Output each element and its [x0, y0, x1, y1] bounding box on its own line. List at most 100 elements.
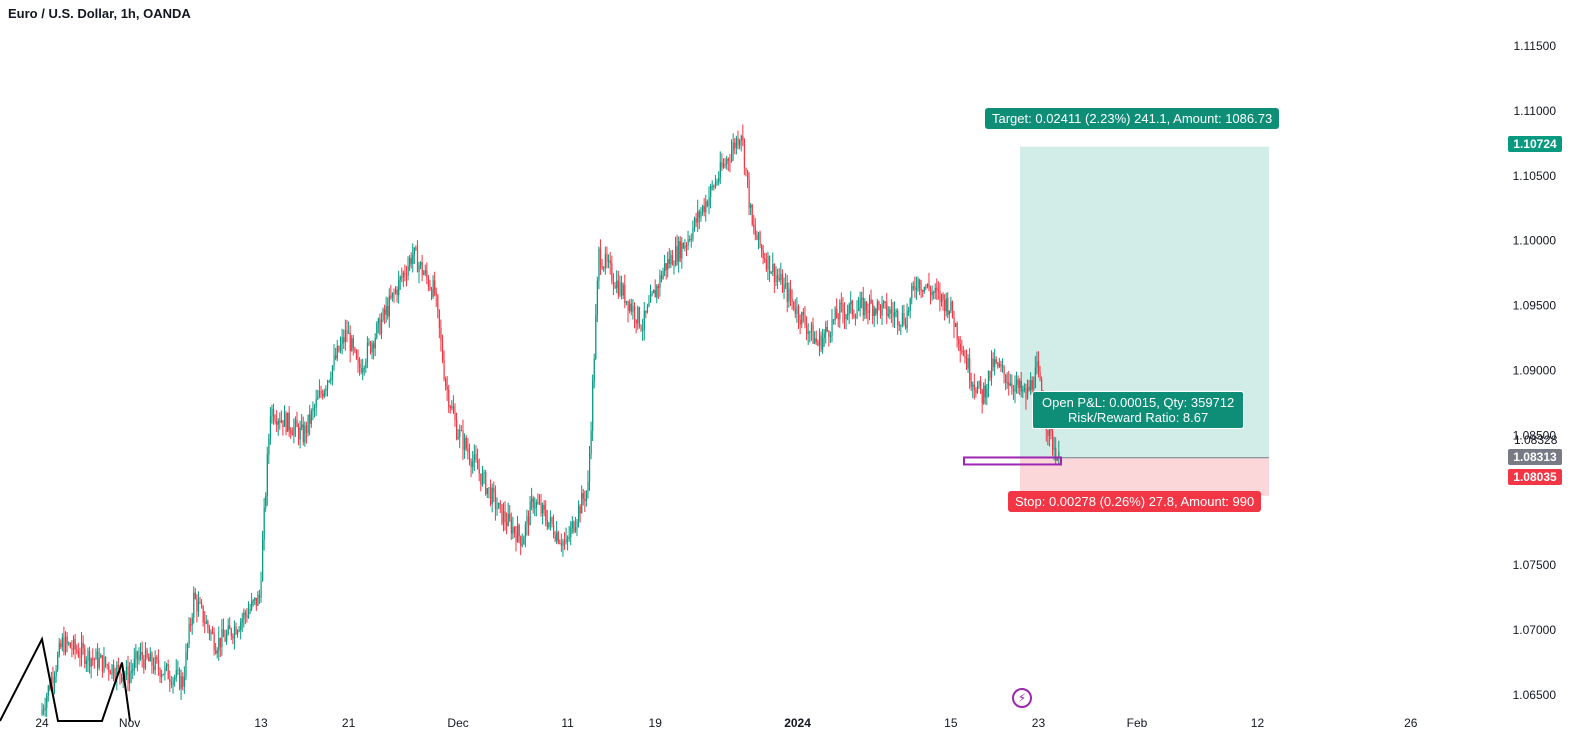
candle — [260, 571, 262, 603]
candle — [543, 500, 545, 517]
candle — [435, 287, 437, 307]
candle — [676, 234, 678, 266]
candle — [640, 324, 642, 332]
candle — [622, 282, 624, 299]
candle — [65, 631, 67, 656]
candle — [268, 433, 270, 465]
candle — [172, 676, 174, 694]
candle — [177, 660, 179, 675]
candle — [146, 647, 148, 660]
candle — [829, 331, 832, 343]
price-axis: 1.11500 1.11000 1.10500 1.10000 1.09500 1.090… — [1513, 39, 1557, 702]
candle — [55, 665, 57, 683]
candle — [746, 169, 749, 188]
target-label[interactable]: Target: 0.02411 (2.23%) 241.1, Amount: 1… — [985, 108, 1280, 129]
candle — [262, 530, 264, 582]
candle — [980, 375, 982, 394]
open-pnl-box[interactable]: Open P&L: 0.00015, Qty: 359712 Risk/Rewa… — [1032, 391, 1245, 429]
candle — [157, 649, 160, 676]
candle — [1036, 351, 1038, 375]
candle — [700, 207, 702, 222]
risk-reward-text: Risk/Reward Ratio: 8.67 — [1068, 410, 1209, 425]
candle — [481, 465, 484, 487]
candle — [895, 308, 897, 318]
candle — [804, 306, 806, 329]
candle — [218, 626, 220, 661]
candle — [1005, 373, 1007, 391]
candle — [950, 296, 952, 314]
candle — [494, 485, 497, 521]
candle — [656, 284, 658, 304]
candle — [421, 255, 423, 282]
highlight-rectangle[interactable] — [963, 456, 1062, 466]
candle — [659, 269, 661, 297]
candle — [675, 236, 677, 267]
candle — [402, 270, 405, 288]
candle — [801, 311, 803, 329]
candle — [953, 310, 955, 338]
candle — [315, 389, 317, 416]
candle — [271, 404, 273, 424]
candle — [365, 358, 367, 373]
candle — [462, 419, 464, 460]
candle — [565, 527, 567, 545]
stop-label[interactable]: Stop: 0.00278 (0.26%) 27.8, Amount: 990 — [1008, 491, 1262, 512]
candle — [901, 305, 904, 328]
candle — [208, 624, 211, 641]
candle — [542, 502, 544, 525]
candle — [391, 292, 394, 302]
zigzag-drawing[interactable] — [0, 636, 131, 722]
candle — [222, 618, 225, 638]
candle — [95, 648, 97, 660]
candle — [922, 289, 924, 298]
candle — [221, 619, 223, 656]
candle — [343, 329, 345, 349]
candle — [535, 499, 538, 517]
candle — [63, 626, 65, 656]
chart-title: Euro / U.S. Dollar, 1h, OANDA — [8, 6, 191, 21]
price-tick-label: 1.09000 — [1513, 364, 1557, 378]
candle — [834, 306, 836, 325]
price-tick-label: 1.10500 — [1513, 169, 1557, 183]
candle — [441, 334, 444, 364]
candle — [578, 500, 580, 528]
candle — [645, 310, 647, 319]
candle — [740, 134, 742, 152]
candle — [765, 252, 768, 272]
candle — [470, 458, 472, 478]
candle — [451, 400, 453, 411]
time-tick-label: 21 — [342, 716, 356, 730]
candle — [638, 306, 641, 329]
candle — [1058, 440, 1060, 464]
candle — [327, 379, 329, 397]
candle — [254, 597, 256, 605]
candle — [627, 300, 629, 323]
candle — [448, 384, 450, 414]
candle — [1011, 374, 1013, 395]
candle — [773, 263, 776, 294]
price-tick-label: 1.06500 — [1513, 688, 1557, 702]
candle — [249, 603, 251, 615]
candle — [837, 313, 839, 328]
candle — [498, 502, 500, 509]
candle — [374, 333, 376, 357]
candle — [716, 178, 718, 186]
candle — [432, 275, 434, 299]
candle — [344, 319, 347, 351]
candle — [814, 331, 816, 345]
candle — [371, 340, 373, 360]
candle — [823, 329, 825, 347]
lightning-icon[interactable]: ⚡ — [1012, 688, 1032, 708]
candle — [693, 216, 696, 232]
candle — [246, 607, 248, 623]
candle — [713, 184, 715, 191]
candle — [456, 412, 458, 441]
candle — [464, 433, 466, 459]
candle — [61, 633, 64, 652]
candle — [398, 270, 400, 304]
candle — [611, 255, 613, 285]
candle — [77, 642, 80, 659]
candle — [98, 647, 100, 671]
